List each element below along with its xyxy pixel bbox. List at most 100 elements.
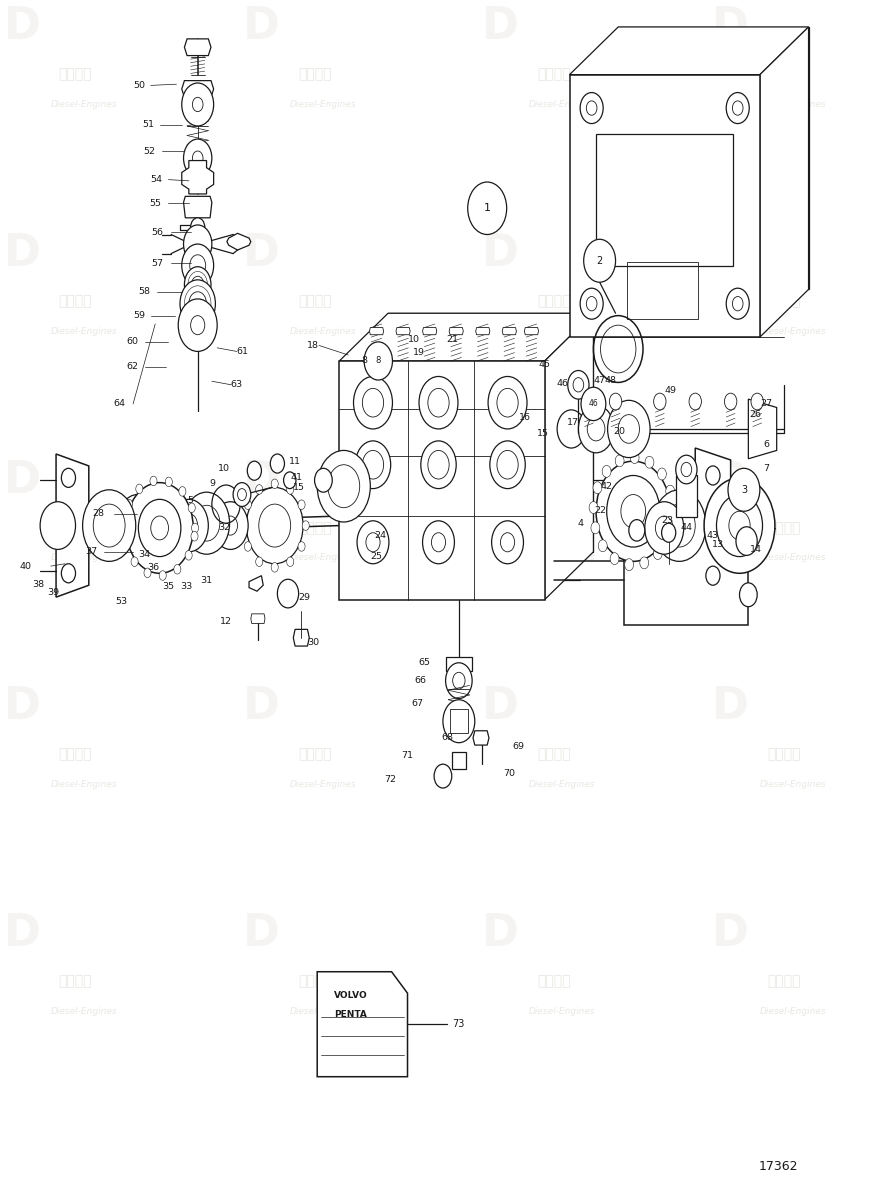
Polygon shape: [695, 448, 731, 603]
Circle shape: [284, 472, 296, 489]
Polygon shape: [473, 731, 489, 745]
Text: 46: 46: [588, 399, 598, 408]
Circle shape: [434, 764, 452, 788]
Circle shape: [271, 480, 279, 489]
Polygon shape: [625, 517, 748, 624]
Text: 19: 19: [413, 348, 425, 358]
Circle shape: [615, 454, 624, 466]
Circle shape: [364, 342, 392, 380]
Text: 47: 47: [594, 376, 605, 385]
Circle shape: [663, 532, 672, 544]
Text: 22: 22: [595, 506, 606, 514]
Text: 48: 48: [604, 376, 616, 385]
Circle shape: [213, 501, 248, 549]
Text: Diesel-Engines: Diesel-Engines: [51, 780, 117, 789]
Circle shape: [314, 469, 332, 493]
Circle shape: [591, 521, 600, 533]
Circle shape: [169, 500, 208, 551]
Text: 7: 7: [763, 464, 769, 472]
Text: D: D: [4, 232, 41, 275]
Text: D: D: [4, 685, 41, 728]
Circle shape: [668, 513, 677, 525]
Text: VOLVO: VOLVO: [334, 991, 368, 1000]
Text: D: D: [243, 232, 280, 275]
Circle shape: [271, 562, 279, 572]
Circle shape: [118, 495, 157, 547]
Circle shape: [645, 456, 654, 468]
Circle shape: [578, 405, 614, 453]
Text: 1: 1: [483, 203, 490, 213]
Circle shape: [190, 316, 205, 335]
Text: 65: 65: [418, 658, 431, 667]
Text: 紫发动力: 紫发动力: [767, 975, 800, 988]
Bar: [596, 134, 733, 266]
Text: Diesel-Engines: Diesel-Engines: [759, 100, 826, 109]
Polygon shape: [369, 328, 384, 335]
Circle shape: [689, 393, 701, 410]
Circle shape: [668, 505, 677, 517]
Polygon shape: [184, 38, 211, 55]
Text: PENTA: PENTA: [335, 1011, 368, 1019]
Text: 21: 21: [447, 335, 458, 344]
Text: 40: 40: [20, 562, 32, 570]
Circle shape: [121, 519, 128, 529]
Text: 58: 58: [139, 287, 150, 297]
Polygon shape: [449, 328, 464, 335]
Text: 54: 54: [150, 175, 162, 184]
Circle shape: [419, 377, 458, 429]
Circle shape: [581, 388, 606, 421]
Circle shape: [611, 553, 619, 565]
Text: 17362: 17362: [759, 1160, 798, 1172]
Text: 紫发动力: 紫发动力: [298, 294, 331, 309]
Circle shape: [287, 557, 294, 567]
Text: D: D: [482, 459, 519, 502]
Circle shape: [190, 218, 205, 237]
Polygon shape: [570, 74, 760, 337]
Circle shape: [676, 456, 697, 484]
Circle shape: [191, 523, 198, 532]
Text: 50: 50: [134, 81, 145, 90]
Circle shape: [185, 550, 192, 560]
Circle shape: [593, 482, 602, 494]
Circle shape: [653, 393, 666, 410]
Text: D: D: [712, 6, 749, 49]
Polygon shape: [450, 709, 468, 733]
Circle shape: [191, 276, 204, 293]
Circle shape: [423, 520, 455, 563]
Text: 25: 25: [370, 553, 383, 561]
Text: Diesel-Engines: Diesel-Engines: [530, 327, 595, 336]
Text: Diesel-Engines: Diesel-Engines: [759, 780, 826, 789]
Text: 6: 6: [763, 440, 769, 448]
Text: 38: 38: [32, 580, 44, 588]
Text: 20: 20: [613, 427, 625, 435]
Circle shape: [353, 377, 392, 429]
Text: 11: 11: [289, 457, 301, 465]
Text: 68: 68: [441, 733, 453, 743]
Text: 53: 53: [116, 598, 127, 606]
Text: D: D: [4, 6, 41, 49]
Polygon shape: [676, 476, 697, 517]
Circle shape: [568, 371, 589, 399]
Circle shape: [652, 490, 706, 561]
Circle shape: [166, 477, 173, 487]
Polygon shape: [446, 657, 472, 671]
Text: 12: 12: [220, 616, 232, 626]
Text: 63: 63: [231, 380, 243, 390]
Circle shape: [180, 280, 215, 328]
Text: D: D: [482, 685, 519, 728]
Polygon shape: [182, 80, 214, 97]
Text: Diesel-Engines: Diesel-Engines: [51, 100, 117, 109]
Circle shape: [610, 393, 622, 410]
Text: Diesel-Engines: Diesel-Engines: [759, 1007, 826, 1015]
Text: 紫发动力: 紫发动力: [537, 294, 570, 309]
Circle shape: [625, 559, 634, 570]
Circle shape: [653, 548, 662, 560]
Text: 8: 8: [376, 356, 381, 366]
Polygon shape: [570, 28, 808, 74]
Circle shape: [191, 531, 198, 541]
Circle shape: [61, 469, 76, 488]
Polygon shape: [249, 575, 263, 591]
Circle shape: [271, 454, 285, 474]
Text: 24: 24: [374, 531, 386, 539]
Text: 14: 14: [749, 545, 762, 554]
